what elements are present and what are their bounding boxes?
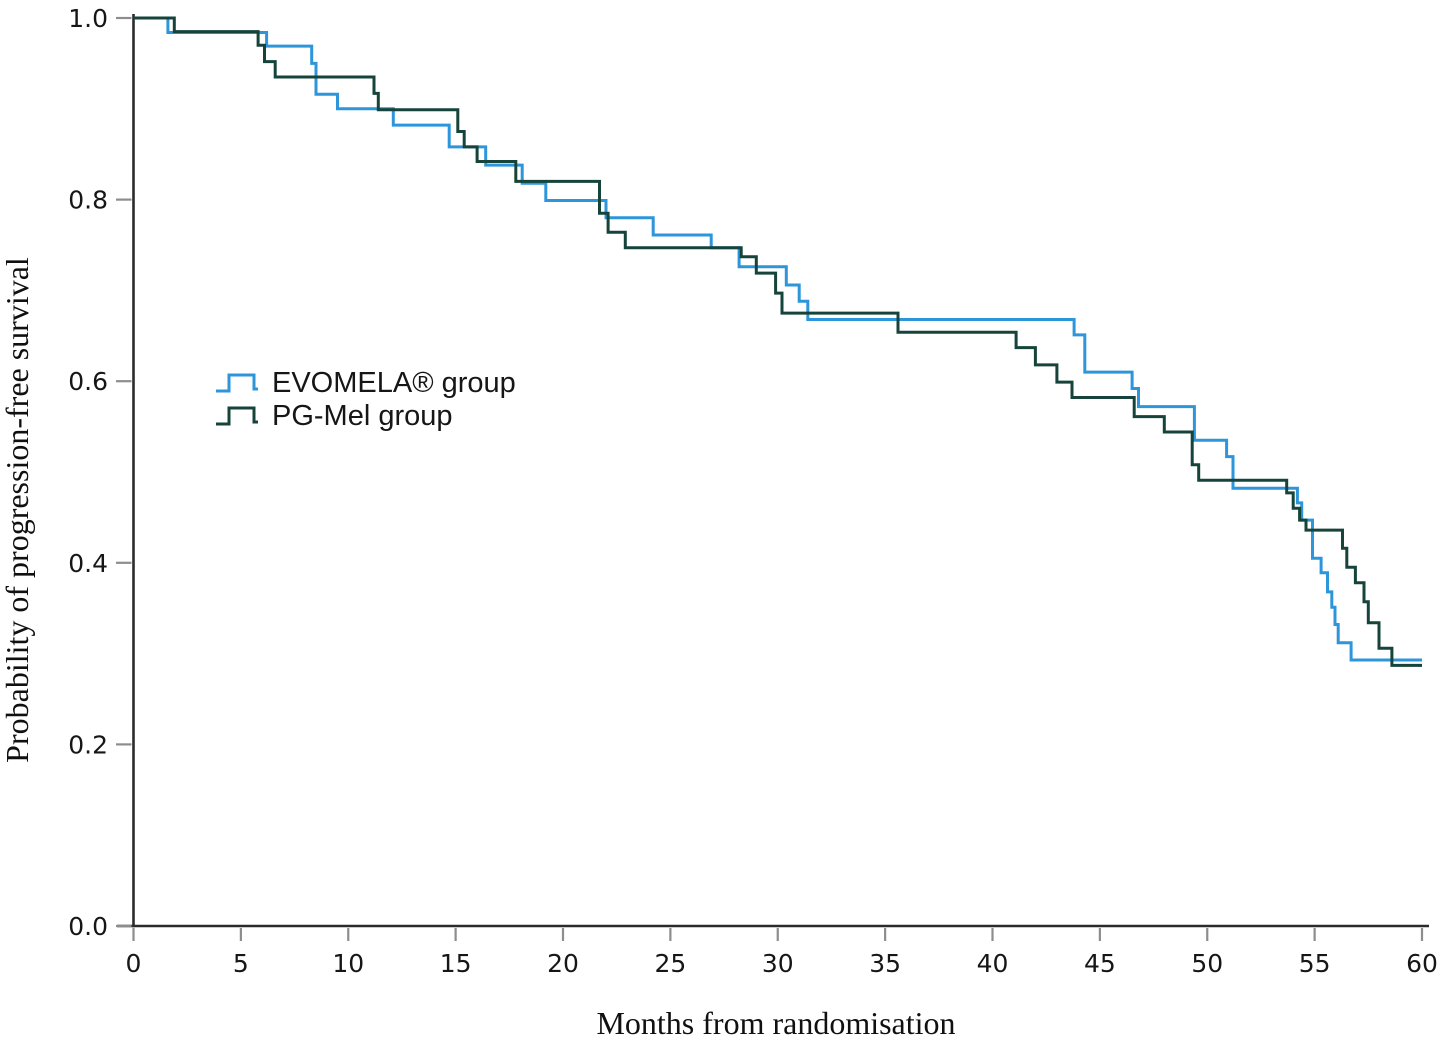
- y-tick-label: 0.0: [68, 912, 108, 941]
- legend-pgmel-label: PG-Mel group: [272, 400, 453, 432]
- series-curve-0: [133, 16, 1422, 662]
- x-tick-label: 55: [1299, 949, 1331, 978]
- y-tick-label: 0.6: [68, 367, 108, 396]
- series-curve-1: [133, 16, 1422, 667]
- x-tick-label: 10: [332, 949, 364, 978]
- x-axis-title: Months from randomisation: [596, 1005, 955, 1041]
- x-tick-label: 15: [440, 949, 472, 978]
- x-tick-label: 5: [233, 949, 249, 978]
- x-tick-label: 60: [1406, 949, 1438, 978]
- survival-curves-layer: [133, 16, 1422, 667]
- legend-pgmel-line-sample: [216, 406, 258, 426]
- x-tick-label: 50: [1191, 949, 1223, 978]
- legend-evomela-line-sample: [216, 373, 258, 393]
- y-tick-label: 0.8: [68, 186, 108, 215]
- x-tick-label: 0: [126, 949, 142, 978]
- y-tick-label: 0.4: [68, 549, 108, 578]
- y-tick-label: 0.2: [68, 730, 108, 759]
- legend-evomela-label: EVOMELA® group: [272, 367, 516, 399]
- x-tick-label: 25: [654, 949, 686, 978]
- x-tick-label: 45: [1084, 949, 1116, 978]
- x-tick-label: 20: [547, 949, 579, 978]
- y-axis-title: Probability of progression-free survival: [0, 257, 35, 763]
- x-tick-label: 30: [762, 949, 794, 978]
- y-tick-label: 1.0: [68, 4, 108, 33]
- axes-layer: 0.0 0.2 0.4 0.6 0.8 1.0 0 5 10 15 20 25 30 35 40 45 50 55…: [68, 4, 1438, 978]
- x-tick-label: 40: [977, 949, 1009, 978]
- legend: EVOMELA® group PG-Mel group: [216, 367, 516, 432]
- x-tick-label: 35: [869, 949, 901, 978]
